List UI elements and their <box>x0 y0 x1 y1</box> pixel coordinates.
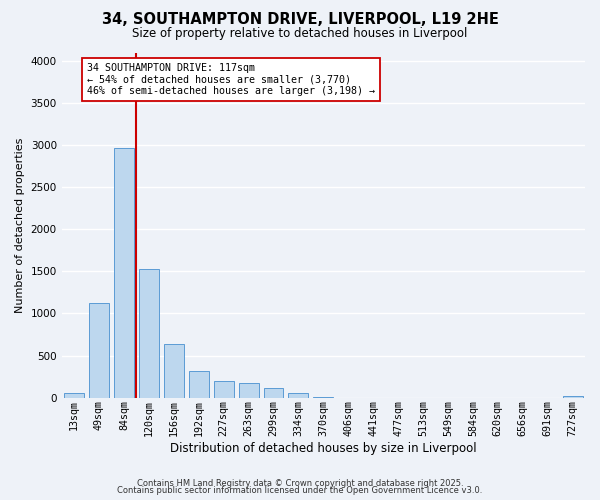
Text: Contains public sector information licensed under the Open Government Licence v3: Contains public sector information licen… <box>118 486 482 495</box>
Y-axis label: Number of detached properties: Number of detached properties <box>15 138 25 313</box>
Bar <box>214 381 233 398</box>
Bar <box>563 396 583 398</box>
Bar <box>289 393 308 398</box>
X-axis label: Distribution of detached houses by size in Liverpool: Distribution of detached houses by size … <box>170 442 476 455</box>
Bar <box>64 393 84 398</box>
Bar <box>164 344 184 398</box>
Text: 34 SOUTHAMPTON DRIVE: 117sqm
← 54% of detached houses are smaller (3,770)
46% of: 34 SOUTHAMPTON DRIVE: 117sqm ← 54% of de… <box>86 62 374 96</box>
Bar <box>114 148 134 398</box>
Bar <box>263 388 283 398</box>
Bar <box>89 304 109 398</box>
Text: Size of property relative to detached houses in Liverpool: Size of property relative to detached ho… <box>133 28 467 40</box>
Text: Contains HM Land Registry data © Crown copyright and database right 2025.: Contains HM Land Registry data © Crown c… <box>137 478 463 488</box>
Bar <box>139 269 159 398</box>
Text: 34, SOUTHAMPTON DRIVE, LIVERPOOL, L19 2HE: 34, SOUTHAMPTON DRIVE, LIVERPOOL, L19 2H… <box>101 12 499 28</box>
Bar <box>239 384 259 398</box>
Bar <box>189 370 209 398</box>
